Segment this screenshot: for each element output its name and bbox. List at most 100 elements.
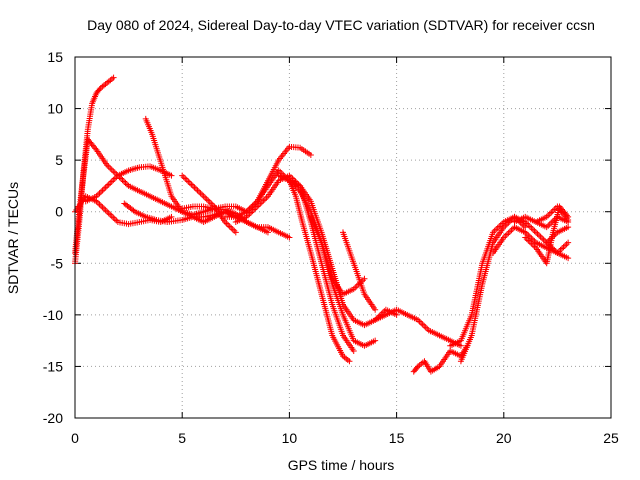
series-track-22	[522, 203, 572, 267]
data-point	[226, 223, 233, 230]
data-point	[545, 222, 552, 229]
data-point	[196, 188, 203, 195]
data-point	[361, 275, 368, 282]
data-point	[197, 190, 204, 197]
x-tick-label: 0	[71, 430, 79, 446]
data-point	[104, 208, 111, 215]
data-point	[108, 213, 115, 220]
data-point	[565, 216, 572, 223]
data-point	[104, 182, 111, 189]
data-point	[509, 225, 516, 232]
series-track-3	[72, 193, 175, 228]
y-tick-labels: -20 -15 -10 -5 0 5 10 15	[43, 49, 63, 426]
x-tick-label: 5	[178, 430, 186, 446]
data-point	[199, 191, 206, 198]
data-point	[168, 172, 175, 179]
data-point	[537, 233, 544, 240]
data-point	[107, 165, 114, 172]
data-point	[529, 226, 536, 233]
data-point	[182, 175, 189, 182]
data-point	[562, 242, 569, 249]
data-point	[191, 184, 198, 191]
data-point	[532, 229, 539, 236]
data-point	[418, 319, 425, 326]
data-point	[350, 347, 357, 354]
data-point	[560, 244, 567, 251]
y-tick-label: 5	[55, 152, 63, 168]
x-tick-label: 20	[496, 430, 512, 446]
series-track-10	[222, 167, 353, 365]
series-track-23	[532, 203, 572, 226]
data-point	[307, 151, 314, 158]
data-point	[185, 178, 192, 185]
data-point	[565, 239, 572, 246]
data-point	[229, 226, 236, 233]
data-point	[117, 175, 124, 182]
data-point	[549, 207, 556, 214]
data-point	[110, 74, 117, 81]
data-point	[548, 209, 555, 216]
data-point	[192, 185, 199, 192]
data-point	[502, 233, 509, 240]
data-point	[189, 182, 196, 189]
series-track-24	[543, 239, 572, 262]
data-point	[540, 236, 547, 243]
x-tick-label: 15	[389, 430, 405, 446]
data-point	[183, 177, 190, 184]
data-point	[105, 163, 112, 170]
data-point	[505, 230, 512, 237]
data-point	[206, 199, 213, 206]
data-point	[457, 342, 464, 349]
data-point	[522, 224, 529, 231]
series-track-11	[232, 172, 357, 354]
data-point	[422, 324, 429, 331]
data-point	[261, 196, 268, 203]
data-point	[105, 181, 112, 188]
data-point	[111, 175, 118, 182]
data-point	[526, 223, 533, 230]
series-track-7	[179, 172, 239, 236]
series-track-19	[457, 213, 572, 365]
y-axis-title: SDTVAR / TECUs	[5, 182, 21, 294]
data-point	[493, 226, 500, 233]
data-point	[203, 196, 210, 203]
data-point	[536, 232, 543, 239]
data-point	[565, 224, 572, 231]
plot-frame	[74, 56, 612, 419]
data-point	[98, 202, 105, 209]
data-point	[232, 229, 239, 236]
data-point	[96, 190, 103, 197]
data-point	[419, 321, 426, 328]
series-track-5	[142, 115, 271, 236]
data-point	[188, 181, 195, 188]
data-point	[531, 227, 538, 234]
data-point	[558, 245, 565, 252]
data-point	[223, 220, 230, 227]
x-axis-title: GPS time / hours	[288, 457, 395, 473]
series-track-15	[340, 229, 379, 313]
data-point	[102, 207, 109, 214]
data-point	[346, 358, 353, 365]
data-point	[121, 178, 128, 185]
data-point	[202, 194, 209, 201]
data-point	[231, 227, 238, 234]
data-point	[372, 306, 379, 313]
data-point	[96, 201, 103, 208]
data-point	[503, 231, 510, 238]
data-point	[413, 364, 420, 371]
data-point	[108, 178, 115, 185]
data-point	[107, 179, 114, 186]
series-track-16	[372, 306, 464, 349]
data-point	[506, 228, 513, 235]
series-track-4	[82, 163, 175, 205]
data-point	[111, 216, 118, 223]
y-tick-label: -15	[43, 358, 63, 374]
data-point	[186, 179, 193, 186]
data-point	[565, 255, 572, 262]
data-point	[194, 187, 201, 194]
data-point	[263, 194, 270, 201]
data-point	[180, 174, 187, 181]
x-tick-labels: 0 5 10 15 20 25	[71, 430, 619, 446]
series-track-18	[447, 213, 529, 349]
data-point	[205, 197, 212, 204]
